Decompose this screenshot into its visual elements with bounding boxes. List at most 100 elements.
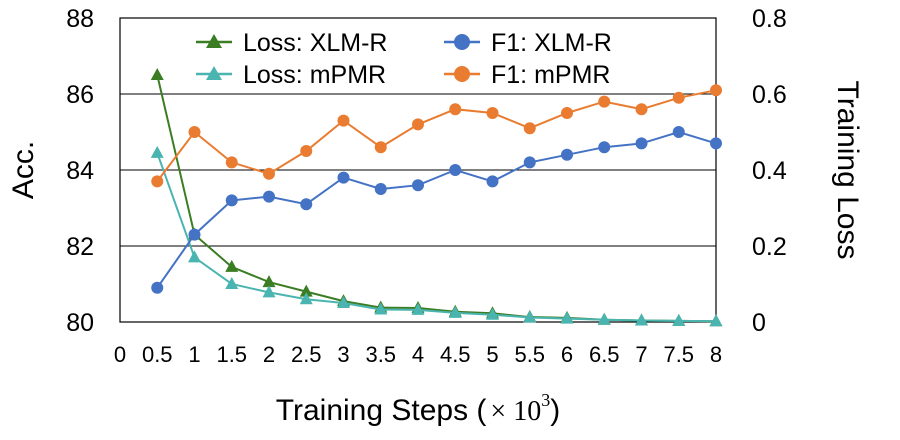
data-point [411, 302, 425, 315]
series-line [156, 74, 717, 323]
y-right-tick-label: 0.8 [752, 5, 787, 33]
data-point [225, 277, 239, 289]
data-point [709, 314, 723, 327]
data-point [635, 103, 648, 116]
legend-label: Loss: XLM-R [243, 29, 387, 57]
data-point [449, 164, 462, 176]
x-tick-label: 2.5 [291, 342, 322, 367]
triangle-marker-icon [206, 66, 222, 80]
data-point [300, 145, 313, 157]
x-tick-label: 6 [561, 342, 573, 367]
data-point [262, 285, 276, 298]
legend-item-f1-mpmr: F1: mPMR [444, 61, 610, 89]
data-point [262, 275, 276, 288]
y-left-tick-label: 84 [66, 157, 94, 185]
data-point [710, 137, 722, 150]
data-point [486, 307, 499, 320]
x-tick-label: 5.5 [514, 342, 545, 367]
data-point [561, 107, 573, 119]
x-tick-label: 6.5 [589, 342, 620, 367]
data-point [225, 194, 238, 207]
data-point [523, 122, 536, 135]
y-right-tick-label: 0.4 [752, 157, 787, 185]
series-loss-mpmr [150, 145, 723, 327]
x-tick-label: 4 [412, 342, 424, 367]
data-point [598, 141, 611, 154]
y-right-tick-label: 0.6 [752, 81, 787, 109]
x-tick-label: 0 [114, 342, 126, 367]
data-point [672, 313, 686, 326]
data-point [374, 302, 388, 315]
legend-item-loss-mpmr: Loss: mPMR [196, 61, 386, 89]
x-tick-label: 0.5 [142, 342, 173, 367]
y-left-axis-title: Acc. [7, 141, 40, 199]
series-line [156, 152, 717, 323]
data-point [151, 175, 164, 188]
y-left-tick-label: 82 [66, 233, 94, 261]
circle-marker-icon [454, 66, 470, 82]
data-point [635, 313, 648, 326]
y-right-axis-title: Training Loss [831, 81, 864, 260]
data-point [412, 179, 424, 192]
data-point [337, 296, 350, 308]
series-f1-xlm-r [151, 126, 722, 294]
data-point [150, 145, 164, 158]
data-point [263, 190, 275, 203]
data-point [597, 312, 611, 325]
data-point [523, 156, 536, 169]
data-point [299, 292, 313, 305]
y-left-tick-label: 86 [66, 81, 94, 109]
x-tick-label: 3.5 [365, 342, 396, 367]
data-point [672, 91, 685, 104]
x-axis-title-superscript: 3 [541, 390, 550, 410]
series-line [156, 130, 717, 289]
y-left-tick-label: 88 [66, 5, 94, 33]
x-tick-label: 2 [263, 342, 275, 367]
data-point [188, 228, 201, 241]
data-point [523, 310, 537, 323]
data-point [337, 171, 350, 184]
data-point [486, 175, 499, 188]
data-point [300, 198, 313, 211]
x-tick-label: 7 [635, 342, 647, 367]
x-tick-label: 1 [188, 342, 200, 367]
legend-label: F1: XLM-R [491, 29, 612, 57]
x-axis-title-math: × 10 [490, 396, 541, 427]
x-axis-title-close: ) [550, 394, 560, 427]
y-right-tick-label: 0 [752, 309, 766, 337]
legend-item-loss-xlm-r: Loss: XLM-R [196, 29, 387, 57]
y-left-tick-label: 80 [66, 309, 94, 337]
data-point [710, 84, 722, 97]
data-point [374, 183, 387, 195]
data-point [672, 126, 685, 138]
data-point [598, 95, 611, 108]
plot-area-frame [119, 17, 717, 323]
x-tick-label: 3 [337, 342, 349, 367]
gridlines [120, 93, 716, 247]
x-tick-label: 5 [486, 342, 498, 367]
x-tick-label: 7.5 [663, 342, 694, 367]
data-point [374, 141, 387, 154]
data-point [225, 259, 239, 272]
triangle-marker-icon [206, 34, 222, 48]
series-f1-mpmr [151, 84, 722, 188]
x-tick-label: 8 [710, 342, 722, 367]
data-point [299, 284, 313, 297]
data-point [449, 103, 462, 116]
data-point [561, 148, 573, 161]
data-point [188, 126, 201, 138]
data-point [635, 137, 648, 150]
y-right-tick-label: 0.2 [752, 233, 787, 261]
data-point [188, 250, 201, 263]
data-point [150, 68, 164, 80]
data-point [448, 305, 462, 318]
data-point [263, 167, 275, 180]
data-point [151, 281, 164, 294]
data-point [225, 156, 238, 169]
circle-marker-icon [454, 34, 470, 50]
series-line [156, 89, 717, 183]
legend-label: Loss: mPMR [243, 61, 386, 89]
legend: Loss: XLM-R Loss: mPMR F1: XLM-R F1: mPM… [196, 29, 612, 89]
x-axis-title: Training Steps (× 103) [276, 390, 560, 427]
